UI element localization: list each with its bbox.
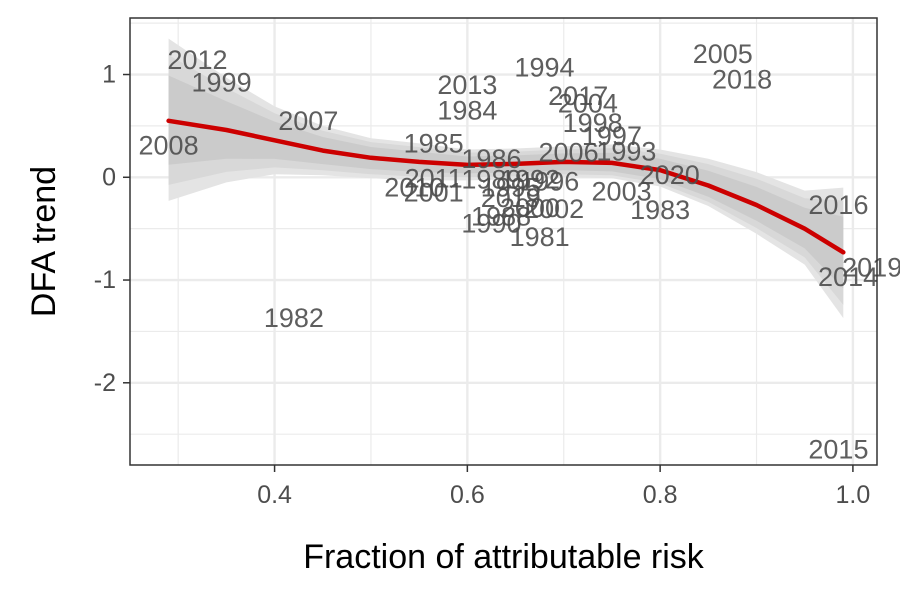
year-point-label: 2007 xyxy=(278,106,338,136)
x-tick-label: 0.8 xyxy=(643,481,678,509)
y-tick-label: -1 xyxy=(94,266,116,294)
year-point-label: 2016 xyxy=(808,190,868,220)
year-point-label: 2010 xyxy=(384,173,444,203)
x-tick-label: 1.0 xyxy=(836,481,871,509)
year-point-label: 1983 xyxy=(630,195,690,225)
y-tick-label: 0 xyxy=(102,163,116,191)
x-tick-label: 0.4 xyxy=(257,481,292,509)
confidence-band xyxy=(168,38,844,319)
minor-gridlines xyxy=(130,18,877,465)
year-point-label: 2001 xyxy=(404,178,464,208)
year-point-label: 2011 xyxy=(405,163,463,193)
x-axis-ticks: 0.4 0.6 0.8 1.0 xyxy=(257,465,870,509)
x-axis-title: Fraction of attributable risk xyxy=(303,538,705,576)
year-point-label: 1992 xyxy=(500,164,560,194)
year-point-label: 1984 xyxy=(437,95,497,125)
year-point-label: 2020 xyxy=(640,160,700,190)
year-point-label: 2012 xyxy=(167,45,227,75)
y-tick-label: -2 xyxy=(94,369,116,397)
year-point-label: 2005 xyxy=(693,39,753,69)
major-gridlines xyxy=(130,18,877,465)
year-point-label: 2008 xyxy=(139,130,199,160)
year-point-label: 1990 xyxy=(461,209,521,239)
year-point-label: 1994 xyxy=(514,52,574,82)
year-point-label: 2018 xyxy=(712,65,772,95)
year-point-label: 2014 xyxy=(818,262,878,292)
y-axis-ticks: -2 -1 0 1 xyxy=(94,61,130,397)
year-point-label: 2003 xyxy=(592,177,652,207)
year-point-label: 1998 xyxy=(563,108,623,138)
year-point-label: 1995 xyxy=(481,173,541,203)
year-point-label: 1997 xyxy=(582,121,642,151)
year-point-label: 2004 xyxy=(558,88,618,118)
year-point-label: 1982 xyxy=(264,303,324,333)
y-axis-title: DFA trend xyxy=(25,166,63,317)
year-point-label: 2017 xyxy=(548,81,608,111)
year-point-label: 2013 xyxy=(437,70,497,100)
year-point-label: 1981 xyxy=(510,222,570,252)
year-point-label: 2006 xyxy=(539,138,599,168)
smooth-trend-line xyxy=(166,118,846,255)
year-point-label: 1986 xyxy=(461,144,521,174)
x-tick-label: 0.6 xyxy=(450,481,485,509)
year-point-label: 1989 xyxy=(461,164,521,194)
panel-border xyxy=(129,17,878,466)
year-point-label: 1993 xyxy=(596,137,656,167)
year-point-label: 2002 xyxy=(524,194,584,224)
year-point-label: 1999 xyxy=(192,68,252,98)
confidence-band xyxy=(168,75,844,289)
year-point-label: 2000 xyxy=(500,193,560,223)
year-point-label: 2015 xyxy=(808,435,868,465)
smooth-line-group xyxy=(166,118,846,255)
confidence-bands xyxy=(168,38,844,319)
year-point-label: 1996 xyxy=(519,166,579,196)
year-point-label: 1985 xyxy=(404,128,464,158)
year-point-label: 2019 xyxy=(481,183,541,213)
year-point-label: 1988 xyxy=(471,201,531,231)
year-point-label: 2019 xyxy=(842,253,900,283)
y-tick-label: 1 xyxy=(102,61,116,89)
